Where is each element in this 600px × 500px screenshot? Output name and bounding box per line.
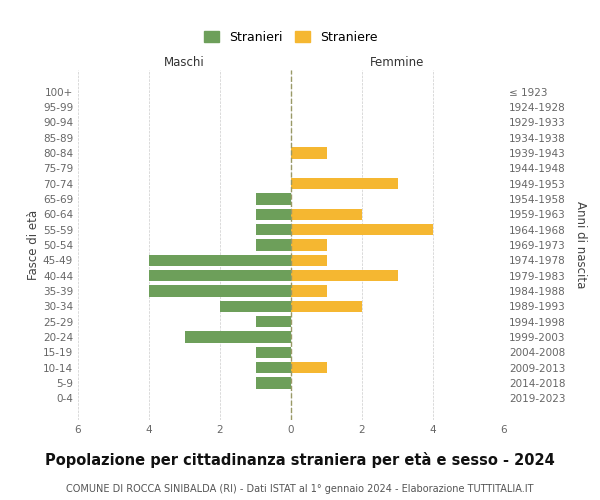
- Bar: [149, 254, 291, 266]
- Bar: [256, 208, 291, 220]
- Text: COMUNE DI ROCCA SINIBALDA (RI) - Dati ISTAT al 1° gennaio 2024 - Elaborazione TU: COMUNE DI ROCCA SINIBALDA (RI) - Dati IS…: [66, 484, 534, 494]
- Bar: [256, 362, 291, 374]
- Bar: [291, 270, 398, 281]
- Bar: [291, 208, 362, 220]
- Bar: [149, 270, 291, 281]
- Bar: [291, 300, 362, 312]
- Bar: [291, 178, 398, 190]
- Bar: [256, 378, 291, 389]
- Bar: [220, 300, 291, 312]
- Bar: [256, 316, 291, 328]
- Bar: [256, 239, 291, 251]
- Text: Popolazione per cittadinanza straniera per età e sesso - 2024: Popolazione per cittadinanza straniera p…: [45, 452, 555, 468]
- Bar: [256, 346, 291, 358]
- Text: Maschi: Maschi: [164, 56, 205, 68]
- Bar: [291, 254, 326, 266]
- Text: Femmine: Femmine: [370, 56, 425, 68]
- Bar: [256, 224, 291, 235]
- Bar: [291, 147, 326, 158]
- Bar: [149, 286, 291, 297]
- Bar: [291, 224, 433, 235]
- Y-axis label: Anni di nascita: Anni di nascita: [574, 202, 587, 288]
- Bar: [291, 239, 326, 251]
- Bar: [291, 286, 326, 297]
- Bar: [185, 332, 291, 343]
- Bar: [291, 362, 326, 374]
- Bar: [256, 193, 291, 204]
- Legend: Stranieri, Straniere: Stranieri, Straniere: [200, 28, 382, 48]
- Y-axis label: Fasce di età: Fasce di età: [27, 210, 40, 280]
